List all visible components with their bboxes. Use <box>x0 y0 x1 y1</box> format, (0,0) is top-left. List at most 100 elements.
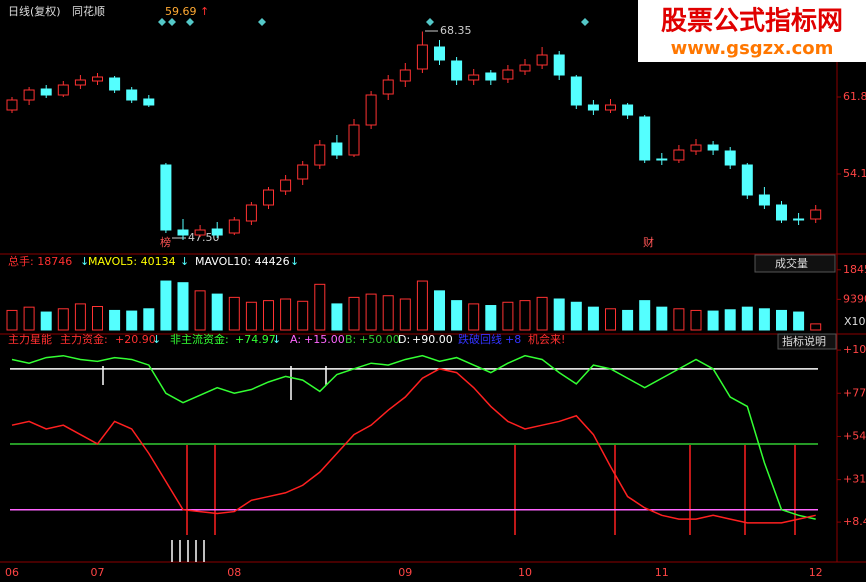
candle-body <box>519 64 531 72</box>
y-tick-label: 61.8 <box>843 90 866 103</box>
series-line <box>11 354 816 520</box>
candle-body <box>245 204 257 222</box>
current-price: 59.69 <box>165 5 197 18</box>
volume-bar <box>382 295 394 331</box>
legend-item: 总手: 18746 <box>8 254 72 268</box>
source: 同花顺 <box>72 5 105 18</box>
legend-item: +74.97 <box>235 333 276 346</box>
candle-body <box>297 164 309 180</box>
candle-body <box>263 189 274 206</box>
candle-body <box>673 149 685 161</box>
candle-body <box>605 104 616 111</box>
volume-bar <box>92 306 103 331</box>
candle-body <box>177 229 189 236</box>
candle-body <box>587 104 599 111</box>
volume-bar <box>126 310 138 331</box>
candle-body <box>502 69 514 80</box>
volume-bar <box>6 309 18 331</box>
volume-bar <box>211 293 223 331</box>
candle-body <box>126 89 138 101</box>
candle-body <box>23 89 35 101</box>
volume-bar <box>348 296 360 331</box>
volume-bar <box>177 282 189 331</box>
candle-body <box>228 219 240 234</box>
diamonds <box>158 18 589 26</box>
volume-bar <box>553 298 565 331</box>
legend-item: MAVOL5: 40134 <box>88 255 176 268</box>
y-tick-label: +77 <box>843 386 866 399</box>
candle-body <box>399 69 411 82</box>
watermark-url: www.gsgzx.com <box>671 38 834 59</box>
candle-body <box>758 194 770 206</box>
volume-bar <box>468 303 480 331</box>
x-tick-label: 08 <box>227 566 241 579</box>
legend-item: 主力资金: <box>60 332 108 346</box>
legend-item: ↓ <box>80 255 89 268</box>
volume-bar <box>109 309 121 331</box>
volume-bar <box>74 303 86 331</box>
candle-body <box>434 46 445 61</box>
candle-body <box>485 72 497 81</box>
candle-body <box>331 142 343 156</box>
candle-body <box>382 79 394 95</box>
legend-item: 非主流资金: <box>170 332 229 346</box>
button-label[interactable]: 指标说明 <box>782 334 826 348</box>
candle-body <box>656 158 668 161</box>
volume-bar <box>434 290 445 331</box>
unit-label: X10 <box>844 315 866 328</box>
legend-item: MAVOL10: 44426 <box>195 255 290 268</box>
candle-body <box>160 164 172 231</box>
legend-item: ↓ <box>272 333 281 346</box>
candle-body <box>741 164 753 196</box>
candle-body <box>280 179 292 192</box>
candle-body <box>92 76 103 82</box>
candle-body <box>810 209 822 220</box>
volume-bar <box>228 296 240 331</box>
marker <box>258 18 266 26</box>
max-label: 68.35 <box>440 24 472 37</box>
candle-body <box>707 144 719 151</box>
candle-body <box>570 76 582 106</box>
volume-bar <box>793 311 805 331</box>
x-tick-label: 06 <box>5 566 19 579</box>
candle-body <box>724 150 736 166</box>
volume-bar <box>810 323 822 331</box>
volume-bar <box>656 306 668 331</box>
level-name: A: <box>290 333 301 346</box>
candle-body <box>57 84 69 96</box>
volume-bar <box>724 309 736 331</box>
volume-bar <box>519 300 531 331</box>
frame <box>0 0 866 563</box>
selector[interactable] <box>754 254 836 273</box>
candle-body <box>468 74 480 81</box>
level-label: +90.00 <box>412 333 453 346</box>
x-tick-label: 07 <box>91 566 105 579</box>
volume-bar <box>297 300 309 331</box>
marker <box>168 18 176 26</box>
button[interactable] <box>777 333 837 350</box>
candle-body <box>639 116 651 161</box>
legend-item: ↓ <box>180 255 189 268</box>
volume-bar <box>314 283 326 331</box>
arrow: ↑ <box>200 5 209 18</box>
level-name: B: <box>345 333 356 346</box>
candle-body <box>143 98 155 106</box>
legend-item: 主力星能 <box>8 332 52 346</box>
y-tick-label: 9390 <box>843 292 866 305</box>
watermark: 股票公式指标网 <box>661 7 843 37</box>
candle-body <box>314 144 326 166</box>
volume-bar <box>143 308 155 331</box>
volume-bar <box>416 280 428 331</box>
legend-item: ↓ <box>290 255 299 268</box>
candle-body <box>6 99 18 111</box>
legend-item: 机会来! <box>528 332 565 346</box>
selector-label[interactable]: 成交量 <box>775 256 808 270</box>
volume-bar <box>758 308 770 331</box>
volume-bar <box>245 301 257 331</box>
candle-body <box>109 77 121 91</box>
marker <box>158 18 166 26</box>
y-tick-label: 18452 <box>843 263 866 276</box>
